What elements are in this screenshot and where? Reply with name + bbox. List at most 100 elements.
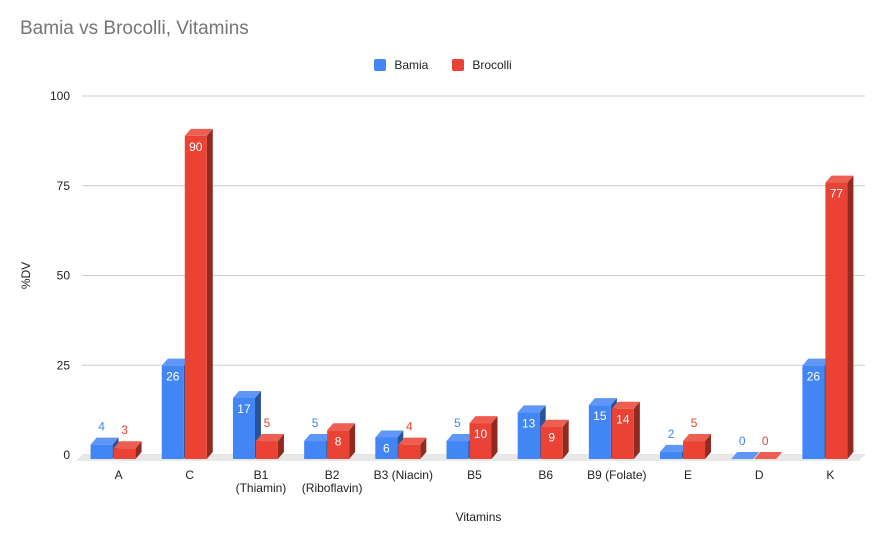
x-tick-label: B3 (Niacin)	[374, 468, 433, 482]
bar-top	[611, 401, 640, 409]
data-label: 5	[454, 416, 461, 430]
legend-swatch-brocolli	[452, 59, 465, 71]
bar-brocolli	[255, 441, 278, 459]
legend-label-bamia: Bamia	[394, 58, 429, 72]
bar-bamia	[802, 365, 825, 459]
bar-bamia	[375, 437, 398, 459]
bar-bamia	[446, 441, 469, 459]
data-label: 0	[762, 434, 769, 448]
bar-top	[825, 175, 854, 183]
bar-brocolli	[825, 182, 848, 459]
data-label: 14	[616, 413, 630, 427]
legend-swatch-bamia	[374, 59, 387, 71]
bar-bamia	[161, 365, 184, 459]
bar-top	[184, 128, 213, 136]
x-axis-label: Vitamins	[456, 510, 502, 524]
bar-top	[446, 434, 475, 442]
data-label: 0	[739, 434, 746, 448]
bar-bamia	[517, 412, 540, 459]
bar-side	[633, 401, 640, 459]
x-tick-label: D	[755, 468, 764, 482]
bar-side	[562, 419, 569, 459]
data-label: 26	[807, 370, 821, 384]
data-label: 5	[312, 416, 319, 430]
y-tick-label: 50	[57, 269, 71, 283]
x-tick-label: B2 (Riboflavin)	[302, 468, 363, 495]
bar-top	[375, 430, 404, 438]
bar-top	[232, 390, 261, 398]
legend-label-brocolli: Brocolli	[472, 58, 512, 72]
bar-top	[660, 444, 689, 452]
bar-bamia	[90, 444, 113, 459]
data-label: 77	[830, 187, 844, 201]
bar-top	[802, 358, 831, 366]
bar-brocolli	[184, 135, 207, 459]
data-label: 2	[668, 427, 675, 441]
x-tick-label: K	[826, 468, 834, 482]
data-label: 90	[189, 140, 203, 154]
y-axis-label: %DV	[19, 262, 33, 289]
data-label: 10	[474, 427, 488, 441]
bar-top	[469, 416, 498, 424]
bar-side	[420, 437, 427, 459]
x-tick-label: E	[684, 468, 692, 482]
bar-top	[161, 358, 190, 366]
data-label: 17	[237, 402, 251, 416]
x-tick-label: B1 (Thiamin)	[236, 468, 287, 495]
legend: Bamia Brocolli	[0, 58, 878, 72]
bar-top	[540, 419, 569, 427]
bar-brocolli	[611, 408, 634, 459]
data-label: 9	[548, 431, 555, 445]
data-label: 8	[335, 434, 342, 448]
bar-side	[206, 128, 213, 459]
bar-brocolli	[469, 423, 492, 459]
data-label: 26	[166, 370, 180, 384]
bar-bamia	[232, 397, 255, 459]
data-label: 15	[593, 409, 607, 423]
y-tick-label: 75	[57, 179, 71, 193]
bar-top	[731, 452, 760, 459]
bar-side	[135, 441, 142, 459]
bar-brocolli	[540, 426, 563, 459]
legend-item-bamia[interactable]: Bamia	[366, 58, 428, 72]
legend-item-brocolli[interactable]: Brocolli	[444, 58, 512, 72]
bar-top	[754, 452, 783, 459]
x-tick-label: B6	[538, 468, 553, 482]
bar-top	[113, 441, 142, 449]
chart-title: Bamia vs Brocolli, Vitamins	[20, 18, 249, 39]
bar-top	[588, 398, 617, 406]
bar-brocolli	[398, 444, 421, 459]
y-tick-label: 0	[63, 448, 70, 462]
data-label: 5	[264, 416, 271, 430]
bar-side	[847, 175, 854, 459]
bar-side	[277, 434, 284, 459]
bar-side	[349, 423, 356, 459]
bar-bamia	[304, 441, 327, 459]
y-tick-label: 100	[50, 89, 70, 103]
bar-bamia	[660, 451, 683, 459]
bar-top	[327, 423, 356, 431]
x-tick-label: A	[115, 468, 123, 482]
bar-side	[705, 434, 712, 459]
bar-brocolli	[327, 430, 350, 459]
data-label: 4	[98, 420, 105, 434]
data-label: 5	[691, 416, 698, 430]
bar-bamia	[588, 405, 611, 459]
bar-top	[683, 434, 712, 442]
data-label: 3	[121, 423, 128, 437]
x-tick-label: B9 (Folate)	[587, 468, 646, 482]
bar-side	[491, 416, 498, 459]
bar-top	[398, 437, 427, 445]
x-tick-label: C	[185, 468, 194, 482]
bar-top	[90, 437, 119, 445]
data-label: 6	[383, 441, 390, 455]
data-label: 13	[522, 416, 536, 430]
bar-top	[255, 434, 284, 442]
data-label: 4	[406, 420, 413, 434]
bar-top	[517, 405, 546, 413]
bar-brocolli	[113, 448, 136, 459]
bar-top	[304, 434, 333, 442]
x-tick-label: B5	[467, 468, 482, 482]
